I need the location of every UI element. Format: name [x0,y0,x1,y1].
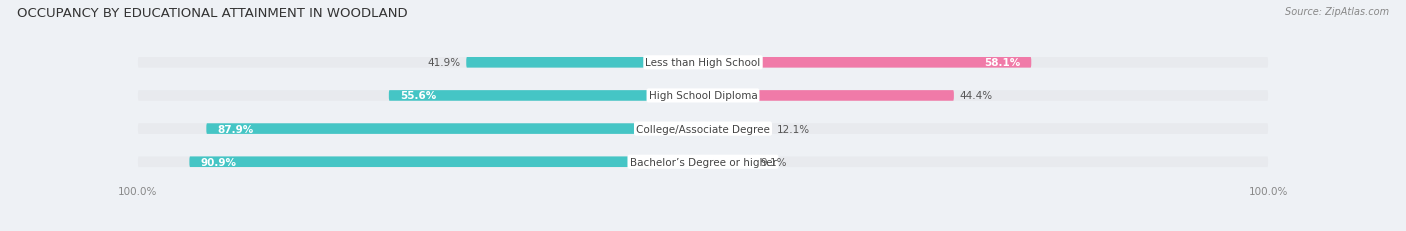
Text: College/Associate Degree: College/Associate Degree [636,124,770,134]
FancyBboxPatch shape [467,58,703,68]
FancyBboxPatch shape [207,124,703,134]
FancyBboxPatch shape [703,91,953,101]
Text: 55.6%: 55.6% [401,91,436,101]
Text: Less than High School: Less than High School [645,58,761,68]
FancyBboxPatch shape [703,157,755,167]
Text: OCCUPANCY BY EDUCATIONAL ATTAINMENT IN WOODLAND: OCCUPANCY BY EDUCATIONAL ATTAINMENT IN W… [17,7,408,20]
Text: 44.4%: 44.4% [959,91,993,101]
FancyBboxPatch shape [703,124,772,134]
Text: High School Diploma: High School Diploma [648,91,758,101]
FancyBboxPatch shape [138,91,1268,101]
Text: 87.9%: 87.9% [218,124,254,134]
Text: 58.1%: 58.1% [984,58,1019,68]
FancyBboxPatch shape [389,91,703,101]
Text: Source: ZipAtlas.com: Source: ZipAtlas.com [1285,7,1389,17]
FancyBboxPatch shape [190,157,703,167]
FancyBboxPatch shape [138,58,1268,68]
Text: 12.1%: 12.1% [778,124,810,134]
FancyBboxPatch shape [703,58,1031,68]
Text: Bachelor’s Degree or higher: Bachelor’s Degree or higher [630,157,776,167]
FancyBboxPatch shape [138,124,1268,134]
FancyBboxPatch shape [138,157,1268,167]
Text: 41.9%: 41.9% [427,58,461,68]
Text: 90.9%: 90.9% [201,157,236,167]
Text: 9.1%: 9.1% [761,157,786,167]
